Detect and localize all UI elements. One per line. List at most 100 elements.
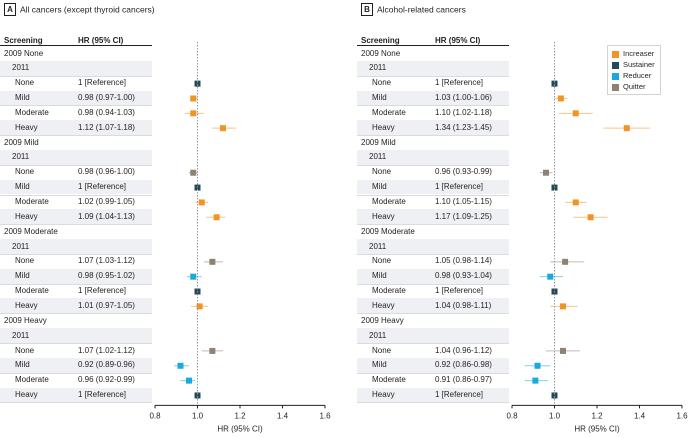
row-divider: [357, 194, 509, 196]
x-axis-label: HR (95% CI): [574, 424, 620, 433]
row-shading: [0, 90, 152, 106]
row-label: Moderate: [15, 197, 49, 206]
hr-point-sustainer: [551, 80, 558, 87]
x-tick-label: 0.8: [149, 411, 161, 420]
row-label: Mild: [372, 182, 387, 192]
hr-point-increaser: [587, 214, 594, 221]
panel-title: B Alcohol-related cancers: [361, 3, 466, 16]
row-shading: [0, 179, 152, 195]
hr-point-increaser: [572, 199, 579, 206]
row-shading: [0, 60, 152, 76]
forest-plot: 0.8 1.0 1.2 1.4 1.6 HR (95% CI): [506, 42, 688, 433]
row-label: Mild: [372, 93, 387, 103]
row-shading: [357, 298, 509, 314]
subgroup-label: 2011: [369, 152, 387, 162]
row-shading: [357, 268, 509, 284]
x-tick-label: 1.6: [676, 411, 688, 420]
x-tick-label: 1.6: [319, 411, 331, 420]
row-divider: [0, 283, 152, 285]
hr-ci-text: 1.01 (0.97-1.05): [78, 300, 135, 310]
row-label: None: [15, 167, 35, 177]
hr-point-sustainer: [551, 392, 558, 399]
hr-ci-text: 1 [Reference]: [435, 78, 484, 88]
row-divider: [0, 224, 152, 226]
row-label: Heavy: [15, 300, 38, 310]
group-label: 2009 Moderate: [361, 226, 415, 236]
hr-ci-text: 0.96 (0.92-0.99): [78, 375, 135, 385]
legend-item: Quitter: [612, 81, 655, 92]
row-label: Mild: [15, 271, 30, 281]
row-label: None: [15, 256, 35, 266]
hr-ci-text: 1 [Reference]: [435, 182, 484, 192]
row-shading: [0, 328, 152, 343]
row-label: None: [372, 78, 392, 88]
hr-ci-text: 0.98 (0.94-1.03): [78, 107, 135, 117]
group-label: 2009 None: [4, 48, 44, 58]
hr-ci-text: 1.02 (0.99-1.05): [78, 197, 135, 206]
group-label: 2009 Moderate: [4, 226, 58, 236]
x-tick-label: 1.4: [634, 411, 646, 420]
row-divider: [0, 135, 152, 137]
panel-title-text: Alcohol-related cancers: [377, 4, 466, 15]
legend-swatch: [612, 83, 619, 91]
group-label: 2009 Mild: [361, 137, 396, 147]
row-label: Heavy: [372, 390, 395, 400]
legend-label: Quitter: [623, 82, 646, 91]
row-shading: [357, 179, 509, 195]
hr-ci-text: 1 [Reference]: [78, 286, 127, 296]
hr-point-increaser: [213, 214, 220, 221]
row-shading: [357, 357, 509, 373]
hr-point-increaser: [557, 95, 564, 102]
row-divider: [357, 283, 509, 285]
row-divider: [357, 75, 509, 77]
legend-label: Increaser: [623, 49, 655, 58]
row-divider: [357, 343, 509, 344]
subgroup-label: 2011: [369, 330, 387, 340]
x-tick-label: 1.0: [192, 411, 204, 420]
row-shading: [357, 90, 509, 106]
hr-ci-text: 1.07 (1.03-1.12): [78, 256, 135, 266]
subgroup-label: 2011: [12, 63, 30, 73]
row-divider: [0, 105, 152, 107]
hr-ci-text: 0.98 (0.97-1.00): [78, 93, 135, 103]
row-label: Mild: [15, 93, 30, 103]
hr-point-quitter: [560, 347, 566, 354]
row-divider: [0, 343, 152, 344]
row-shading: [357, 120, 509, 136]
hr-point-increaser: [190, 95, 197, 102]
legend-swatch: [612, 72, 619, 80]
row-label: None: [372, 167, 392, 177]
row-label: Moderate: [372, 286, 406, 296]
row-shading: [0, 239, 152, 254]
hr-point-increaser: [572, 110, 579, 117]
row-label: None: [15, 345, 35, 355]
hr-point-reducer: [190, 273, 197, 280]
hr-point-increaser: [190, 110, 197, 117]
hr-ci-text: 1.17 (1.09-1.25): [435, 211, 492, 221]
row-shading: [357, 209, 509, 225]
hr-point-reducer: [547, 273, 554, 280]
hr-ci-text: 0.91 (0.86-0.97): [435, 375, 492, 385]
hr-point-quitter: [562, 258, 569, 265]
group-label: 2009 Mild: [4, 137, 39, 147]
row-divider: [357, 164, 509, 166]
legend-swatch: [612, 61, 619, 69]
group-label: 2009 None: [361, 48, 401, 58]
hr-point-sustainer: [194, 80, 201, 87]
hr-point-sustainer: [194, 392, 201, 399]
hr-point-increaser: [220, 125, 226, 132]
row-label: Moderate: [15, 375, 49, 385]
hr-point-reducer: [534, 362, 541, 369]
legend: Increaser Sustainer Reducer Quitter: [607, 45, 661, 95]
column-header-screening: Screening: [361, 36, 400, 45]
panel-title-text: All cancers (except thyroid cancers): [20, 4, 155, 15]
group-label: 2009 Heavy: [361, 315, 404, 325]
row-label: None: [15, 78, 35, 88]
panel-label-badge: B: [361, 3, 373, 16]
hr-ci-text: 1.03 (1.00-1.06): [435, 93, 492, 103]
hr-ci-text: 1.34 (1.23-1.45): [435, 122, 492, 132]
hr-point-increaser: [623, 125, 630, 132]
row-label: None: [372, 345, 392, 355]
hr-point-sustainer: [194, 184, 201, 191]
row-shading: [357, 387, 509, 403]
